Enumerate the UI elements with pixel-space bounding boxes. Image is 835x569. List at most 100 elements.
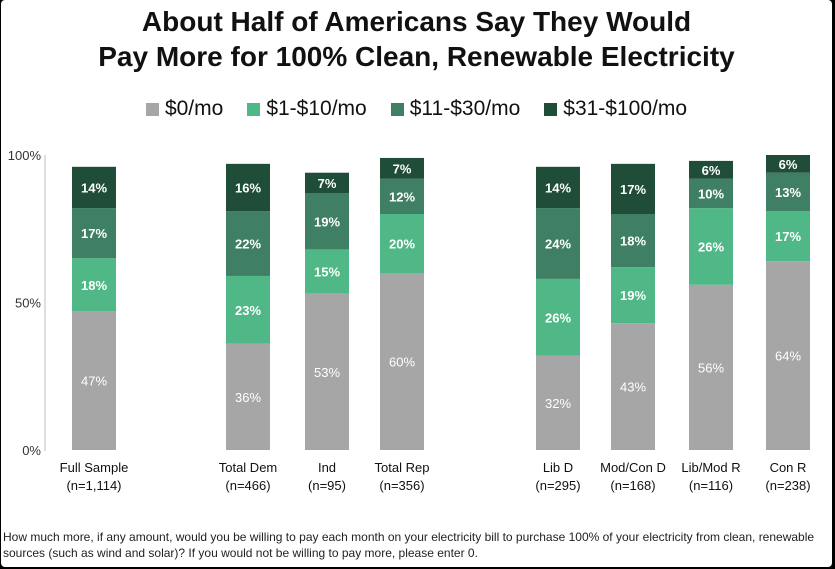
legend-item-2: $11-$30/mo [390,97,521,121]
bar-segment [72,258,116,312]
bar-segment [611,163,655,214]
category-label: Total Dem [219,460,278,475]
bar-segment [380,157,424,179]
data-label: 53% [314,365,340,380]
bar-segment [611,267,655,324]
bar-segment [72,208,116,259]
data-label: 36% [235,390,261,405]
bar-segment [536,166,580,209]
legend-swatch [390,102,404,116]
data-label: 20% [389,237,415,252]
survey-question-note: How much more, if any amount, would you … [3,530,815,560]
bar-segment [226,343,270,450]
legend-swatch [145,102,159,116]
data-label: 26% [698,239,724,254]
sample-size-label: (n=168) [610,478,655,493]
bar-segment [689,178,733,209]
category-label: Con R [770,460,807,475]
legend-label: $11-$30/mo [409,97,521,120]
data-label: 60% [389,355,415,370]
sample-size-label: (n=95) [308,478,346,493]
bar-segment [305,172,349,194]
category-label: Lib/Mod R [681,460,740,475]
legend-label: $0/mo [164,97,224,120]
data-label: 6% [702,163,721,178]
data-label: 26% [545,310,571,325]
data-label: 17% [81,226,107,241]
bar-segment [380,214,424,273]
bar-segment [689,160,733,179]
y-tick-label: 50% [15,296,41,311]
bar-segment [766,211,810,262]
bar-segment [611,323,655,450]
data-label: 7% [393,161,412,176]
legend-item-1: $1-$10/mo [247,97,367,121]
bar-segment [689,284,733,450]
sample-size-label: (n=1,114) [66,478,121,493]
data-label: 22% [235,237,261,252]
sample-size-label: (n=356) [379,478,424,493]
data-label: 16% [235,180,261,195]
category-label: Total Rep [375,460,430,475]
category-label: Full Sample [60,460,129,475]
y-tick-label: 100% [8,148,42,163]
category-label: Lib D [543,460,573,475]
bar-segment [380,273,424,450]
bar-segment [766,261,810,450]
data-label: 12% [389,189,415,204]
data-label: 18% [620,234,646,249]
title-line-2: Pay More for 100% Clean, Renewable Elect… [98,41,735,72]
data-label: 64% [775,349,801,364]
legend-item-0: $0/mo [145,97,224,121]
data-label: 19% [314,214,340,229]
bar-segment [766,155,810,173]
legend-label: $1-$10/mo [266,97,367,120]
data-label: 17% [775,229,801,244]
bar-segment [536,355,580,450]
bar-segment [226,163,270,212]
bar-segment [305,293,349,450]
bar-segment [611,214,655,268]
bar-segment [226,211,270,276]
data-label: 17% [620,182,646,197]
sample-size-label: (n=238) [765,478,810,493]
data-label: 7% [318,176,337,191]
y-tick-label: 0% [22,443,41,458]
data-label: 13% [775,185,801,200]
bar-segment [72,311,116,450]
data-label: 10% [698,186,724,201]
category-label: Ind [318,460,336,475]
chart-legend: $0/mo $1-$10/mo $11-$30/mo $31-$100/mo [1,97,832,121]
data-label: 18% [81,278,107,293]
chart-title: About Half of Americans Say They Would P… [1,4,832,74]
data-label: 23% [235,303,261,318]
bar-segment [689,208,733,285]
bar-segment [766,172,810,212]
data-label: 24% [545,237,571,252]
data-label: 19% [620,288,646,303]
sample-size-label: (n=116) [689,478,733,493]
bar-segment [536,208,580,279]
data-label: 14% [81,180,107,195]
data-label: 15% [314,265,340,280]
sample-size-label: (n=466) [225,478,270,493]
legend-label: $31-$100/mo [563,97,688,120]
bar-segment [226,275,270,344]
data-label: 56% [698,360,724,375]
bar-segment [305,249,349,294]
data-label: 43% [620,380,646,395]
data-label: 6% [779,157,798,172]
data-label: 47% [81,374,107,389]
bar-segment [380,178,424,214]
legend-item-3: $31-$100/mo [544,97,687,121]
category-label: Mod/Con D [600,460,666,475]
title-line-1: About Half of Americans Say They Would [141,6,692,37]
bar-segment [305,193,349,250]
bar-segment [536,278,580,356]
legend-swatch [544,102,558,116]
legend-swatch [247,102,261,116]
sample-size-label: (n=295) [535,478,580,493]
bar-segment [72,166,116,209]
